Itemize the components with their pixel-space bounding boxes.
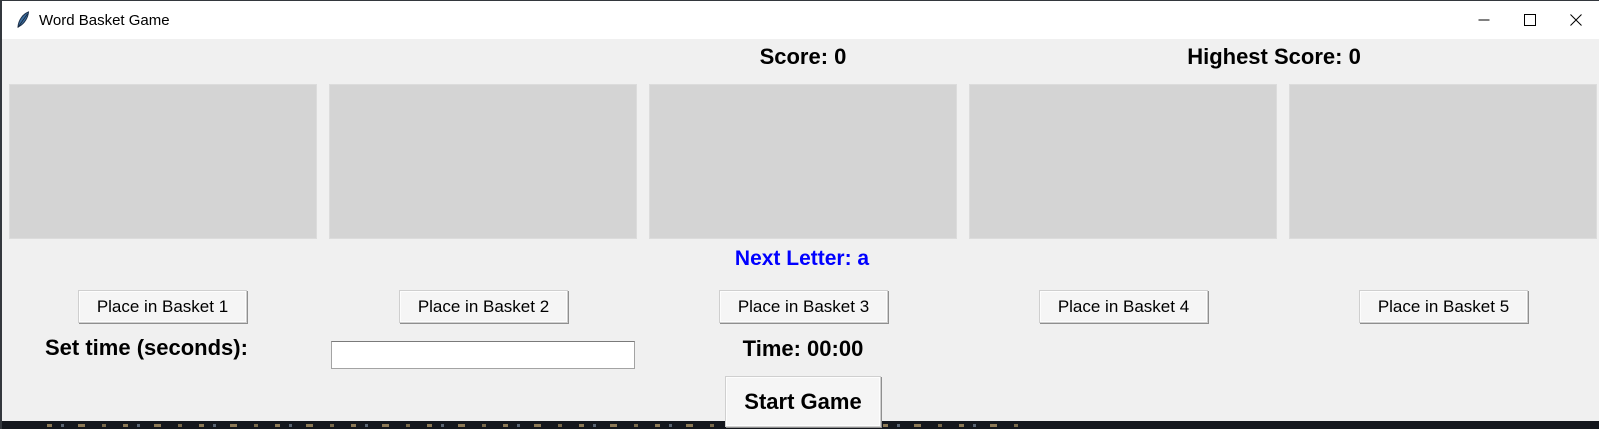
place-in-basket-5-button[interactable]: Place in Basket 5 xyxy=(1359,290,1528,323)
close-icon xyxy=(1570,14,1582,26)
window-controls xyxy=(1461,1,1599,39)
game-area: Score: 0 Highest Score: 0 Next Letter: a… xyxy=(2,39,1599,427)
minimize-icon xyxy=(1478,19,1490,21)
place-in-basket-3-button[interactable]: Place in Basket 3 xyxy=(719,290,888,323)
place-in-basket-1-button[interactable]: Place in Basket 1 xyxy=(78,290,247,323)
clipped-code-text xyxy=(47,424,1032,427)
basket-listbox-4[interactable] xyxy=(969,84,1277,239)
close-button[interactable] xyxy=(1553,1,1599,39)
basket-listbox-5[interactable] xyxy=(1289,84,1597,239)
title-bar: Word Basket Game xyxy=(2,1,1599,39)
basket-row xyxy=(9,84,1597,239)
place-in-basket-2-button[interactable]: Place in Basket 2 xyxy=(399,290,568,323)
maximize-button[interactable] xyxy=(1507,1,1553,39)
python-feather-icon xyxy=(17,11,30,28)
basket-listbox-1[interactable] xyxy=(9,84,317,239)
minimize-button[interactable] xyxy=(1461,1,1507,39)
highest-score-label: Highest Score: 0 xyxy=(1187,44,1361,69)
basket-listbox-2[interactable] xyxy=(329,84,637,239)
maximize-icon xyxy=(1524,14,1536,26)
window-title: Word Basket Game xyxy=(39,11,170,29)
set-time-label: Set time (seconds): xyxy=(45,335,248,360)
start-game-button[interactable]: Start Game xyxy=(725,376,881,427)
next-letter-label: Next Letter: a xyxy=(734,247,870,270)
time-entry-field[interactable] xyxy=(331,341,635,369)
score-label: Score: 0 xyxy=(759,44,847,69)
timer-label: Time: 00:00 xyxy=(742,336,864,361)
basket-listbox-3[interactable] xyxy=(649,84,957,239)
place-in-basket-4-button[interactable]: Place in Basket 4 xyxy=(1039,290,1208,323)
